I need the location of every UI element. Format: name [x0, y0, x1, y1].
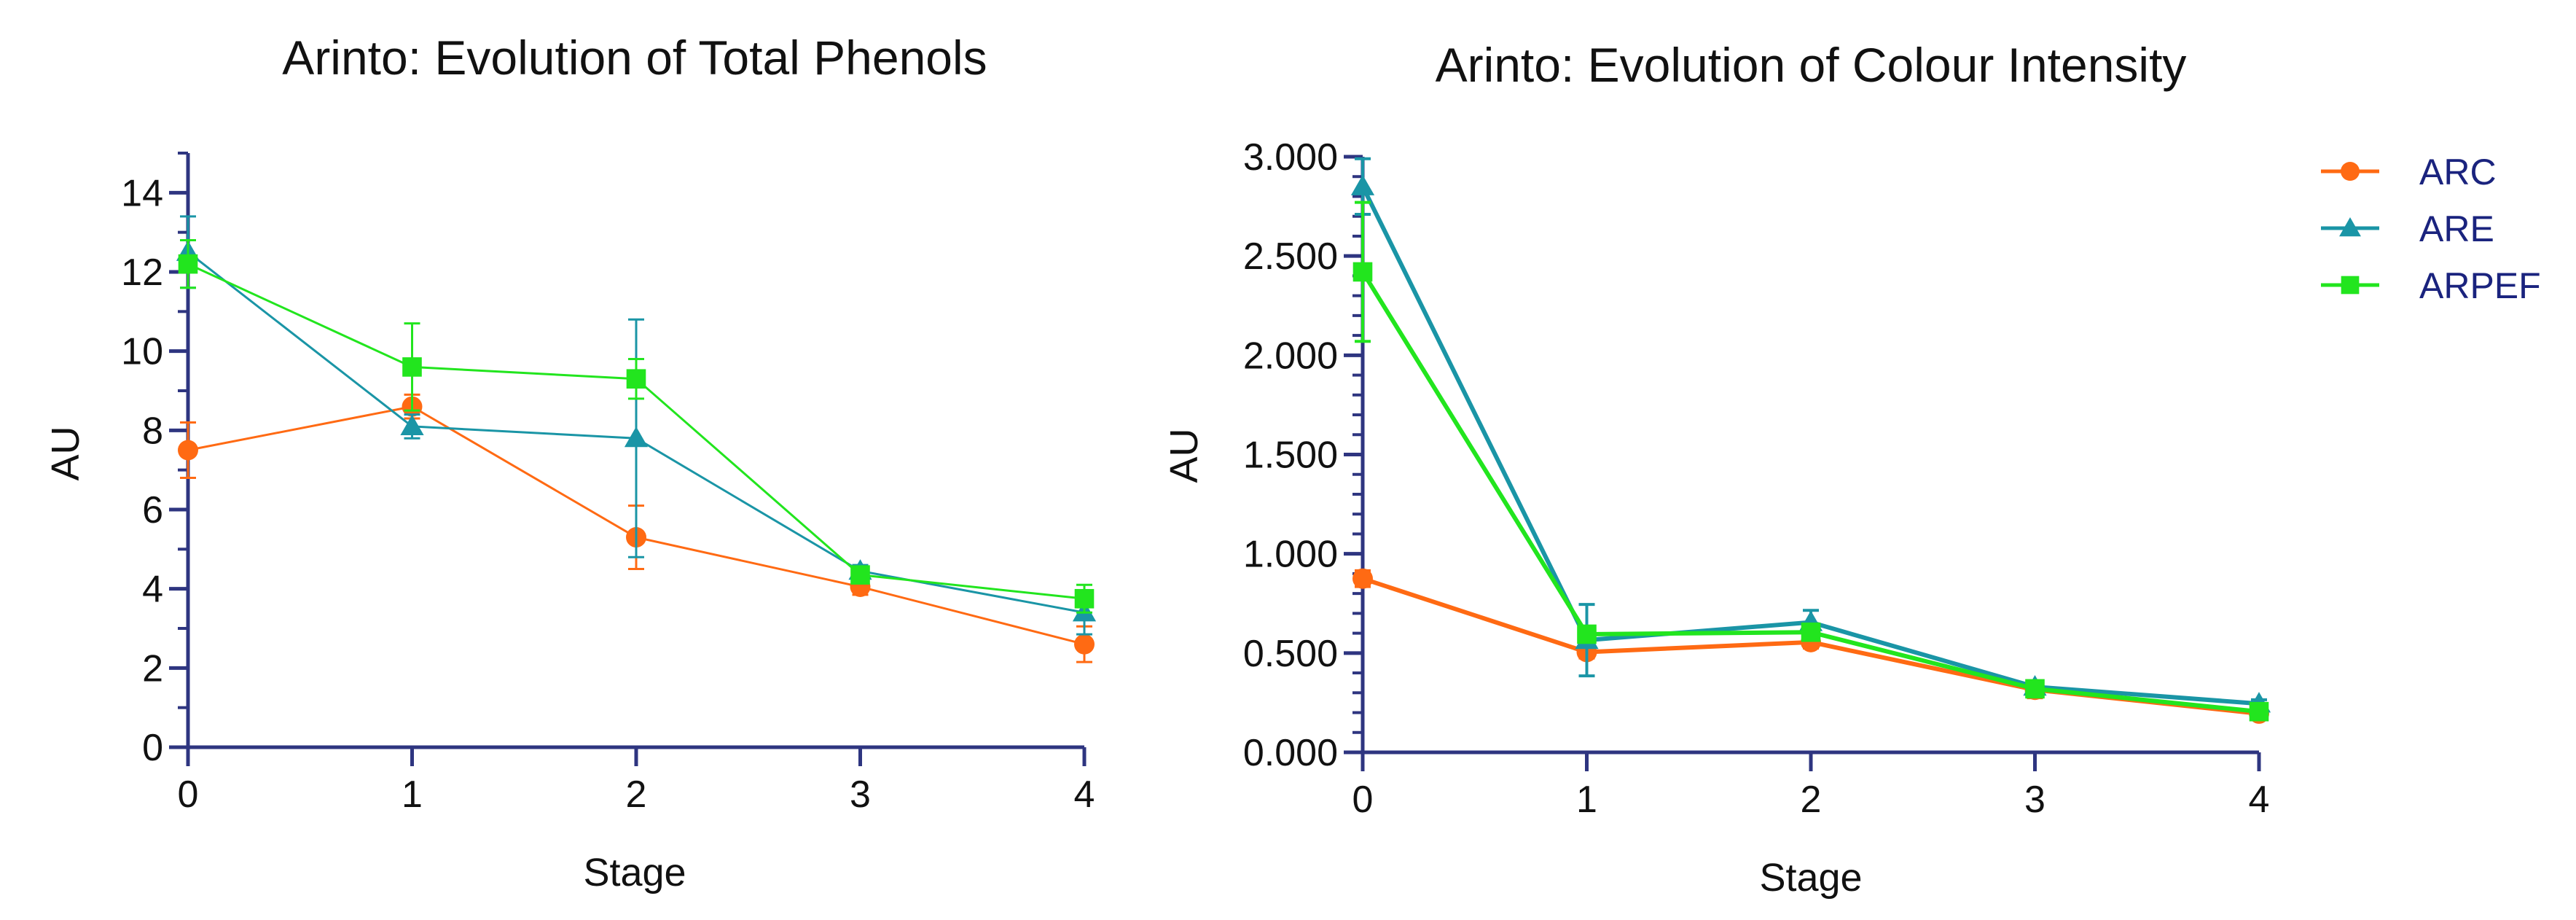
x-tick-label: 1: [402, 773, 423, 816]
y-tick-label: 8: [142, 410, 163, 452]
y-tick-label: 4: [142, 569, 163, 611]
y-tick-label: 2: [142, 647, 163, 690]
y-axis-label: AU: [1162, 428, 1206, 483]
y-tick-label: 3.000: [1243, 136, 1338, 179]
data-point-triangle: [400, 414, 424, 435]
series-arpef: [178, 239, 1095, 614]
data-point-square: [2249, 701, 2269, 722]
data-point-circle: [2341, 162, 2360, 181]
legend: ARC ARE ARPEF: [2321, 152, 2541, 306]
data-point-square: [1577, 624, 1597, 644]
data-point-circle: [178, 440, 198, 461]
data-point-square: [178, 254, 198, 274]
y-tick-label: 0.500: [1243, 633, 1338, 675]
x-tick-label: 0: [178, 773, 199, 816]
data-point-triangle: [2339, 217, 2361, 237]
data-point-square: [1801, 622, 1821, 642]
x-axis-label: Stage: [1759, 856, 1862, 900]
series-arpef: [1352, 200, 2269, 722]
legend-item-arc: ARC: [2321, 152, 2497, 192]
data-point-square: [402, 357, 422, 377]
chart-colour-intensity: Arinto: Evolution of Colour Intensity St…: [1162, 38, 2271, 900]
axes: 0.000 0.500 1.000 1.500 2.000 2.500 3.000 0 1 2 3 4: [1243, 136, 2270, 821]
legend-label: ARPEF: [2419, 265, 2541, 306]
y-tick-label: 2.500: [1243, 235, 1338, 278]
chart-title: Arinto: Evolution of Total Phenols: [282, 31, 987, 85]
legend-item-arpef: ARPEF: [2321, 265, 2541, 306]
y-tick-label: 1.000: [1243, 534, 1338, 576]
data-point-triangle: [1350, 174, 1375, 195]
y-tick-label: 10: [121, 331, 163, 373]
y-tick-label: 0.000: [1243, 732, 1338, 774]
data-point-circle: [1074, 634, 1095, 655]
x-tick-label: 3: [2024, 779, 2045, 821]
data-point-square: [850, 565, 870, 585]
chart-title: Arinto: Evolution of Colour Intensity: [1436, 38, 2187, 92]
x-tick-label: 4: [2249, 779, 2270, 821]
x-tick-label: 2: [626, 773, 647, 816]
chart-total-phenols: Arinto: Evolution of Total Phenols Stage…: [44, 31, 1097, 894]
data-point-square: [2025, 679, 2045, 699]
legend-label: ARC: [2419, 152, 2497, 192]
y-tick-label: 12: [121, 252, 163, 294]
y-tick-label: 1.500: [1243, 434, 1338, 477]
legend-label: ARE: [2419, 208, 2494, 249]
data-point-triangle: [624, 426, 649, 448]
x-tick-label: 0: [1352, 779, 1374, 821]
data-point-square: [1352, 262, 1373, 282]
y-tick-label: 2.000: [1243, 335, 1338, 377]
legend-item-are: ARE: [2321, 208, 2494, 249]
y-tick-label: 0: [142, 727, 163, 769]
y-axis-label: AU: [44, 426, 87, 480]
data-point-circle: [1352, 568, 1373, 589]
x-axis-label: Stage: [583, 851, 686, 894]
x-tick-label: 1: [1576, 779, 1597, 821]
y-tick-label: 14: [121, 172, 163, 214]
data-point-square: [626, 369, 646, 389]
y-tick-label: 6: [142, 489, 163, 531]
x-tick-label: 4: [1074, 773, 1095, 816]
data-point-square: [2341, 276, 2360, 295]
data-point-square: [1074, 588, 1095, 609]
x-tick-label: 3: [850, 773, 871, 816]
x-tick-label: 2: [1801, 779, 1822, 821]
